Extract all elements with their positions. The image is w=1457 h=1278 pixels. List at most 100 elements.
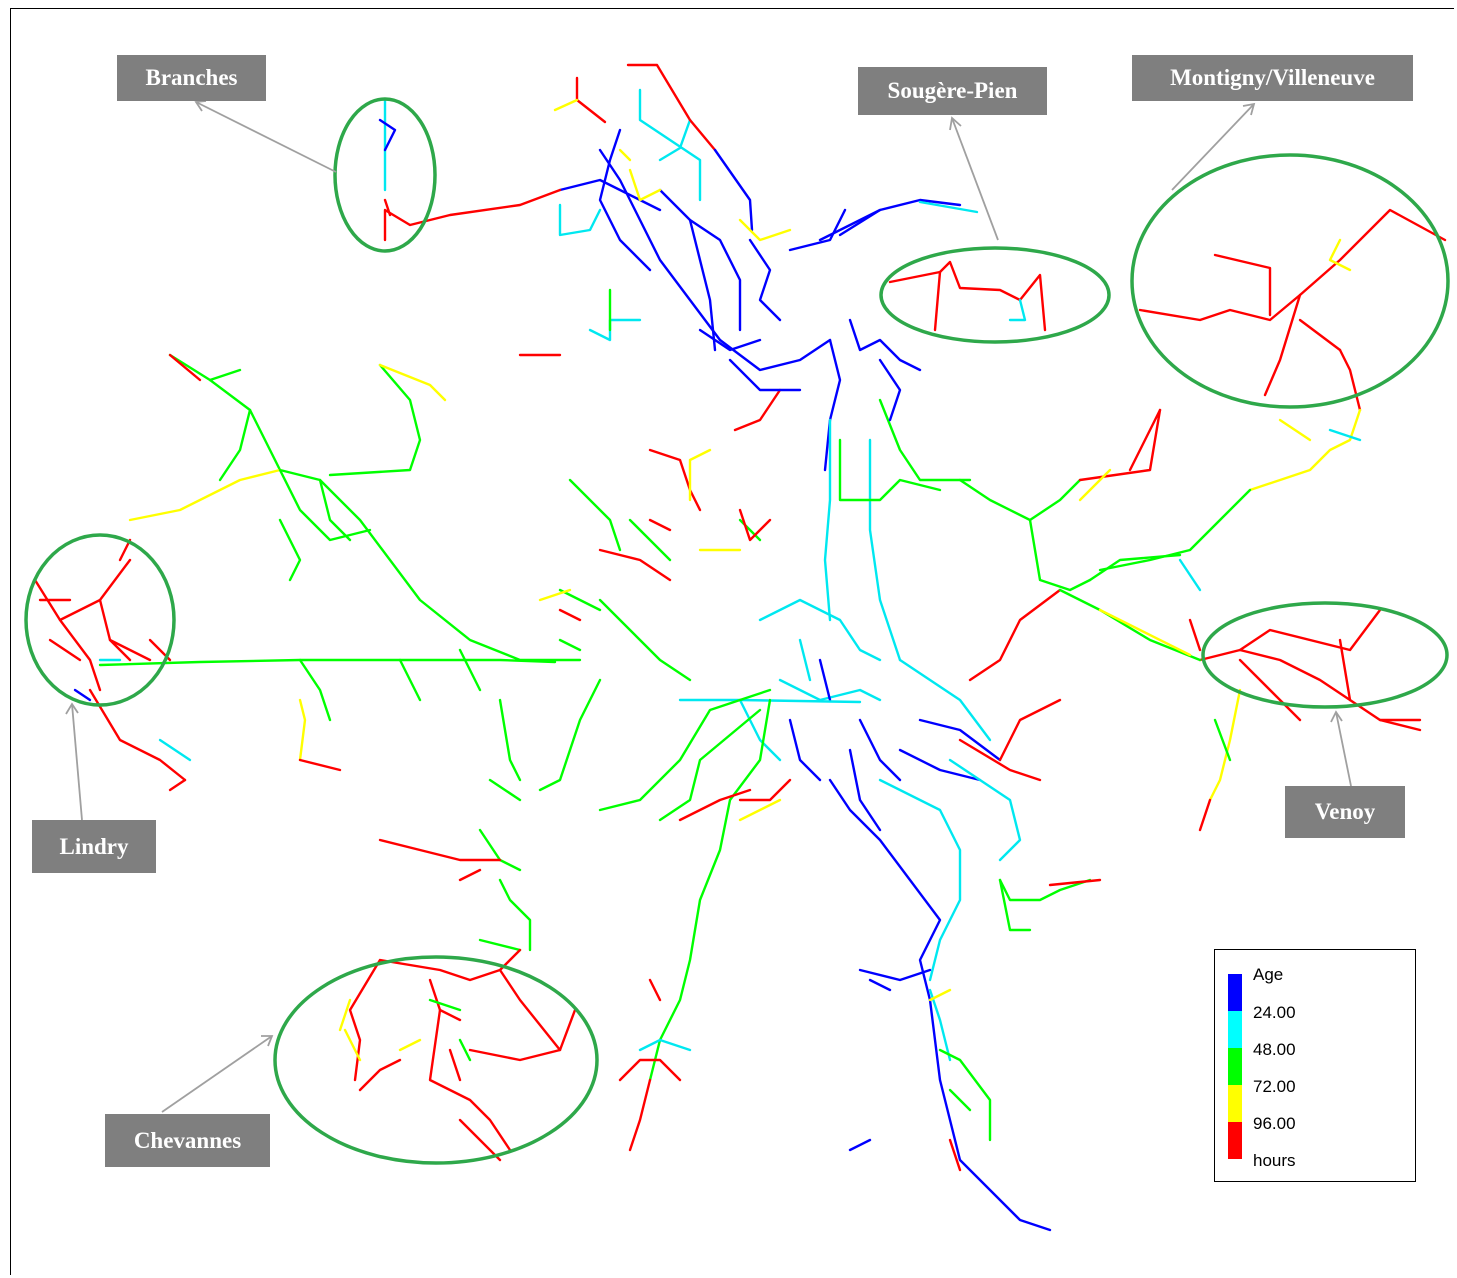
- pipe-segment: [878, 778, 962, 982]
- pipe-segment: [1338, 638, 1352, 702]
- pipe-segment: [498, 878, 532, 952]
- pipe-segment: [598, 688, 772, 812]
- ellipse-branches: [333, 97, 437, 253]
- pipe-segment: [398, 658, 422, 702]
- pipe-segment: [1328, 428, 1362, 442]
- pipe-segment: [168, 353, 582, 662]
- arrow-chevannes: [161, 1035, 274, 1113]
- legend-tick-2: 48.00: [1253, 1040, 1296, 1059]
- arrow-montigny: [1171, 102, 1256, 191]
- pipe-segment: [1188, 618, 1202, 652]
- pipe-segment: [733, 388, 782, 432]
- pipe-segment: [428, 978, 462, 1022]
- pipe-segment: [888, 260, 1047, 332]
- pipe-segment: [618, 1058, 682, 1082]
- pipe-segment: [678, 788, 752, 822]
- pipe-segment: [553, 98, 579, 112]
- pipe-segment: [628, 168, 662, 202]
- pipe-segment: [998, 698, 1062, 762]
- pipe-segment: [568, 478, 622, 552]
- pipe-segment: [823, 418, 832, 622]
- legend-tick-1: 24.00: [1253, 1003, 1296, 1022]
- pipe-segment: [848, 1138, 872, 1152]
- legend-tick-3: 72.00: [1253, 1077, 1296, 1096]
- pipe-segment: [618, 148, 632, 162]
- pipe-segment: [598, 128, 652, 272]
- pipe-segment: [898, 658, 992, 742]
- pipe-segment: [1028, 518, 1092, 592]
- pipe-segment: [598, 598, 692, 682]
- pipe-segment: [648, 698, 772, 1082]
- legend-unit: hours: [1253, 1151, 1296, 1170]
- pipe-segment: [128, 468, 282, 522]
- label-montigny: Montigny/Villeneuve: [1132, 55, 1413, 101]
- legend-tick-4: 96.00: [1253, 1114, 1296, 1133]
- ellipse-lindry: [24, 533, 176, 707]
- label-venoy: Venoy: [1285, 786, 1405, 838]
- pipe-segment: [748, 238, 782, 322]
- pipe-segment: [878, 358, 902, 422]
- pipe-segment: [848, 318, 922, 372]
- pipe-segment: [478, 828, 522, 872]
- legend-swatch-72-96: [1228, 1085, 1242, 1122]
- pipe-segment: [98, 598, 152, 662]
- pipe-segment: [98, 658, 557, 667]
- pipe-segment: [478, 938, 522, 952]
- pipe-segment: [558, 588, 602, 612]
- pipe-segment: [538, 588, 572, 602]
- pipe-segment: [428, 1008, 512, 1152]
- pipe-segment: [928, 988, 952, 1062]
- pipe-segment: [688, 448, 712, 502]
- pipe-segment: [558, 178, 662, 212]
- pipe-segment: [1088, 553, 1182, 582]
- legend-swatch-96-plus: [1228, 1122, 1242, 1159]
- label-sougere: Sougère-Pien: [858, 67, 1047, 115]
- pipe-segment: [1278, 418, 1312, 442]
- pipe-segment: [918, 718, 1002, 762]
- pipe-segment: [558, 203, 602, 237]
- pipe-segment: [33, 578, 102, 692]
- pipe-segment: [1213, 718, 1232, 762]
- pipe-segment: [1078, 468, 1112, 502]
- pipe-segment: [658, 188, 717, 352]
- pipe-segment: [358, 1058, 402, 1092]
- callout-arrows: [65, 100, 1352, 1113]
- pipe-segment: [738, 698, 782, 762]
- pipe-segment: [343, 1028, 362, 1062]
- pipe-segment: [738, 218, 792, 242]
- pipe-network: [33, 63, 1447, 1232]
- pipe-segment: [298, 758, 342, 772]
- pipe-segment: [428, 998, 462, 1012]
- pipe-segment: [558, 638, 582, 652]
- pipe-segment: [1048, 878, 1102, 887]
- pipe-segment: [878, 398, 972, 482]
- pipe-segment: [1098, 608, 1192, 657]
- pipe-segment: [1248, 408, 1362, 492]
- pipe-segment: [88, 688, 187, 782]
- pipe-segment: [1128, 408, 1162, 472]
- pipe-segment: [958, 478, 1082, 522]
- pipe-segment: [818, 658, 832, 702]
- pipe-segment: [1208, 688, 1242, 802]
- pipe-segment: [658, 708, 762, 822]
- ellipse-montigny: [1130, 153, 1450, 409]
- pipe-segment: [626, 63, 692, 122]
- pipe-segment: [648, 518, 672, 532]
- pipe-segment: [798, 638, 812, 682]
- pipe-segment: [1098, 488, 1252, 572]
- arrow-lindry: [65, 702, 83, 821]
- pipe-segment: [278, 468, 372, 542]
- arrow-branches: [194, 100, 337, 173]
- pipe-segment: [738, 508, 772, 542]
- pipe-segment: [378, 363, 447, 402]
- pipe-segment: [788, 718, 822, 782]
- pipe-segment: [638, 88, 702, 202]
- pipe-segment: [648, 448, 702, 512]
- pipe-segment: [1078, 408, 1162, 482]
- pipe-segment: [738, 778, 792, 802]
- pipe-segment: [1058, 588, 1202, 662]
- pipe-segment: [1198, 798, 1212, 832]
- pipe-segment: [458, 1038, 472, 1062]
- pipe-segment: [218, 408, 252, 482]
- pipe-segment: [688, 118, 717, 152]
